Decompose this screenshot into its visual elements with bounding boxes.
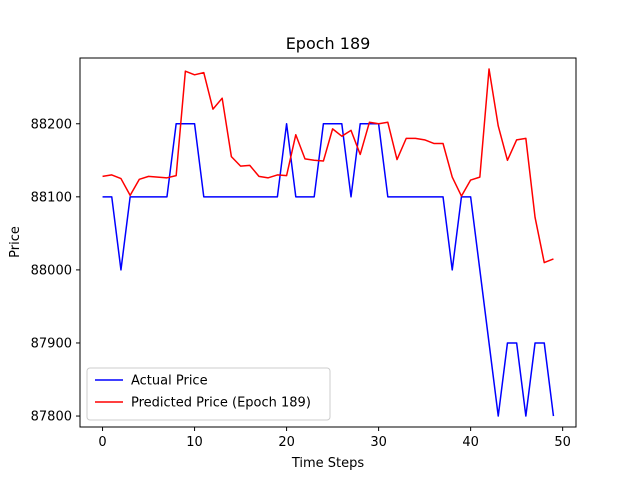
- x-tick-label-1: 10: [186, 435, 203, 450]
- y-tick-label-3: 88100: [31, 190, 72, 205]
- x-tick-label-2: 20: [278, 435, 295, 450]
- y-tick-label-2: 88000: [31, 263, 72, 278]
- x-axis-title: Time Steps: [291, 456, 365, 471]
- y-tick-label-1: 87900: [31, 336, 72, 351]
- x-tick-label-5: 50: [554, 435, 571, 450]
- y-tick-label-0: 87800: [31, 410, 72, 425]
- x-tick-label-0: 0: [98, 435, 106, 450]
- legend-label-1: Predicted Price (Epoch 189): [131, 396, 311, 411]
- y-tick-label-4: 88200: [31, 117, 72, 132]
- y-axis-title: Price: [8, 226, 23, 258]
- x-tick-label-3: 30: [370, 435, 387, 450]
- chart-title: Epoch 189: [286, 34, 371, 53]
- legend-label-0: Actual Price: [131, 374, 208, 389]
- legend-box: [87, 368, 330, 420]
- legend: Actual Price Predicted Price (Epoch 189): [87, 368, 330, 420]
- x-tick-label-4: 40: [462, 435, 479, 450]
